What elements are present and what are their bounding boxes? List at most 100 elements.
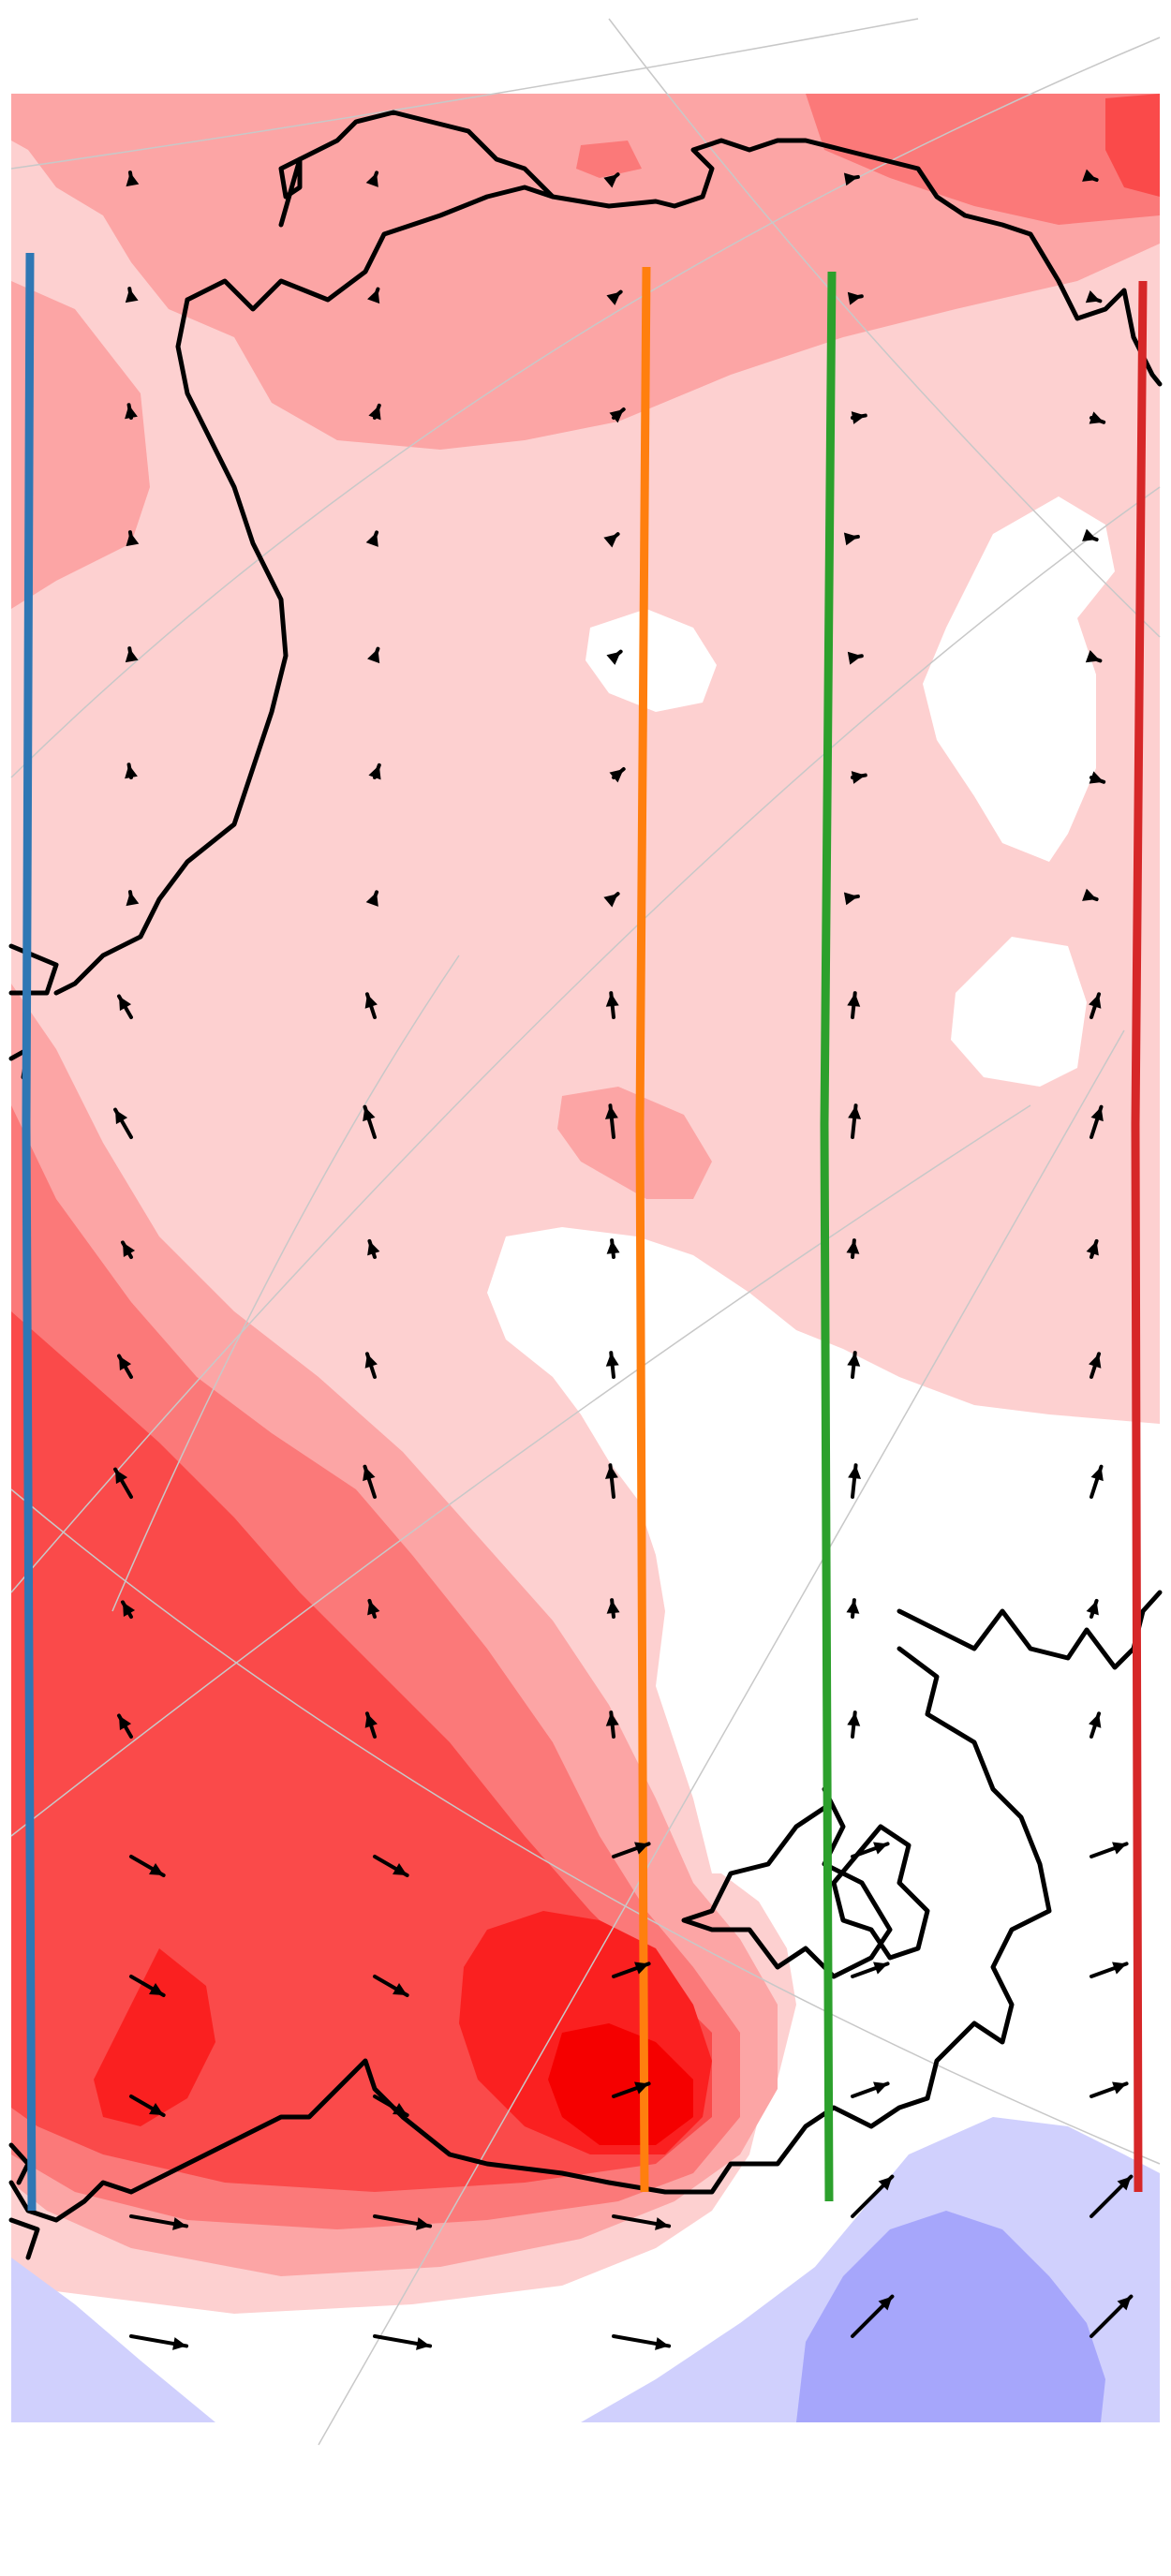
wind-vector-head (123, 1602, 136, 1618)
wind-vector-head (843, 892, 858, 906)
wind-vector-head (843, 532, 858, 546)
wind-vector-head (847, 1712, 861, 1726)
transects (22, 252, 1148, 2212)
wind-vector-head (847, 291, 862, 305)
wind-vector-head (123, 1242, 136, 1258)
wind-vector-head (363, 1466, 376, 1482)
wind-vector-head (365, 892, 378, 907)
wind-vector-head (416, 2217, 431, 2230)
wind-vector-head (367, 1600, 380, 1616)
wind-vector-head (609, 769, 624, 783)
anomaly-contour-spot (576, 141, 642, 178)
wind-vector-head (1090, 1106, 1104, 1122)
wind-vector-head (846, 1240, 860, 1254)
wind-vector-head (365, 532, 378, 547)
wind-vector-head (119, 996, 132, 1012)
wind-vector-head (606, 651, 621, 665)
anomaly-contour-s-6 (548, 2023, 693, 2145)
wind-vector-head (1112, 1962, 1127, 1975)
wind-vector-head (847, 993, 861, 1007)
wind-vector-head (1086, 1240, 1099, 1256)
wind-vector-head (605, 993, 619, 1007)
wind-vector-head (1089, 994, 1102, 1009)
wind-vector-head (149, 1862, 164, 1875)
wind-vector-head (606, 1240, 620, 1254)
wind-vector-head (605, 1712, 619, 1726)
coastline-island-1 (278, 156, 303, 200)
anomaly-contour-zero-3 (951, 937, 1087, 1087)
wind-vector-head (603, 534, 618, 548)
wind-vector-head (1089, 1354, 1102, 1369)
anomaly-contour-sw-5 (94, 1948, 215, 2126)
wind-vector-head (846, 1600, 860, 1614)
wind-vector-head (1117, 2296, 1132, 2311)
wind-vector-head (873, 2081, 888, 2095)
wind-vector-head (603, 174, 618, 188)
wind-vector-head (1089, 771, 1104, 784)
anomaly-contour-zero-1 (586, 609, 717, 712)
anomaly-contour-upper-left (11, 281, 150, 609)
wind-vector-head (368, 764, 381, 780)
wind-vector-head (851, 411, 866, 424)
wind-vector-head (1112, 2081, 1127, 2095)
coastline-norway (897, 1646, 1052, 2101)
wind-vector-head (365, 172, 378, 187)
wind-vector-head (1086, 1600, 1099, 1616)
wind-vector-head (125, 405, 138, 420)
wind-vector-head (848, 1105, 862, 1119)
wind-vector-head (1117, 2176, 1132, 2191)
wind-vector-head (606, 291, 621, 305)
wind-vector-head (367, 1240, 380, 1256)
wind-vector-head (606, 1600, 620, 1614)
coastline-canada-east (53, 297, 289, 996)
wind-vector-head (603, 894, 618, 908)
wind-vector-head (655, 2337, 670, 2350)
wind-vector-head (393, 1862, 408, 1875)
wind-vector-head (367, 289, 380, 304)
wind-vector-head (125, 289, 139, 303)
wind-vector-head (878, 2176, 893, 2191)
wind-vector-head (847, 651, 862, 665)
wind-vector-head (604, 1105, 618, 1119)
wind-vector-head (843, 172, 858, 186)
wind-vector-head (655, 2217, 670, 2230)
wind-vector-head (364, 1713, 378, 1728)
wind-vector-head (149, 1982, 164, 1995)
wind-vector-head (604, 1465, 618, 1479)
wind-vector-head (1085, 650, 1101, 663)
wind-vector-head (851, 771, 866, 784)
wind-vector-head (126, 892, 140, 907)
wind-vector-head (847, 1353, 861, 1367)
wind-vector-head (605, 1353, 619, 1367)
coastline-europe-north (681, 1786, 893, 1979)
wind-vector-head (149, 2102, 164, 2115)
transect-green (820, 271, 837, 2202)
wind-vector-head (848, 1465, 862, 1479)
wind-vector-head (634, 1842, 649, 1855)
anomaly-contour-zero-2 (923, 496, 1115, 862)
wind-vector-head (878, 2296, 893, 2311)
wind-vector-head (126, 532, 140, 547)
wind-vector-head (609, 409, 624, 423)
wind-vector-head (1112, 1842, 1127, 1855)
coastline-iceland (831, 1824, 930, 1961)
wind-vector-head (172, 2217, 187, 2230)
wind-vector-head (115, 1469, 128, 1485)
wind-vector-head (363, 1106, 376, 1122)
wind-vector-head (1082, 528, 1097, 541)
anomaly-contour-neg-3 (796, 2211, 1105, 2422)
transect-red (1131, 280, 1148, 2193)
wind-vector-head (119, 1355, 132, 1371)
wind-vectors (113, 169, 1134, 2350)
anomaly-contour-neg-1 (11, 2258, 215, 2422)
wind-vector-head (1085, 290, 1101, 303)
wind-vector-head (416, 2337, 431, 2350)
wind-vector-head (393, 2102, 408, 2115)
anomaly-contour-ne (806, 94, 1160, 225)
wind-vector-head (119, 1715, 132, 1731)
wind-vector-head (367, 648, 380, 664)
coastline-greenland (185, 138, 1163, 387)
wind-vector-head (368, 405, 381, 421)
wind-vector-head (1089, 1713, 1102, 1728)
